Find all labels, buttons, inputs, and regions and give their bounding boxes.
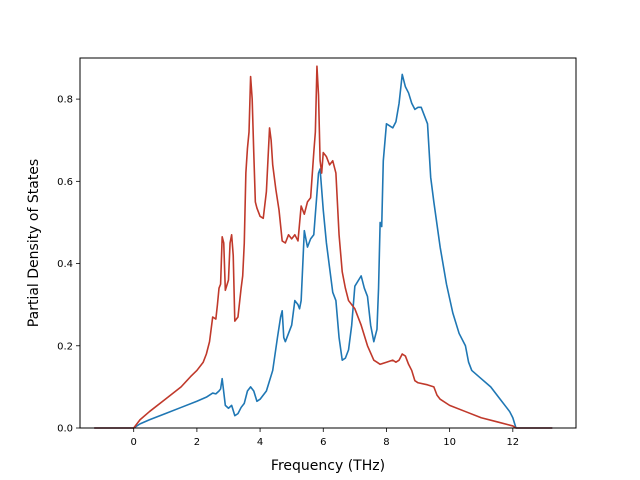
x-tick-label: 4 bbox=[257, 437, 263, 448]
x-tick-label: 12 bbox=[506, 437, 519, 448]
y-tick-label: 0.2 bbox=[57, 341, 73, 352]
plot-frame bbox=[79, 57, 577, 429]
y-axis-ticks: 0.0 0.2 0.4 0.6 0.8 bbox=[57, 95, 80, 435]
series-line-2 bbox=[94, 65, 553, 429]
y-tick-label: 0.6 bbox=[57, 177, 73, 188]
y-tick-label: 0.4 bbox=[57, 259, 73, 270]
x-tick-label: 6 bbox=[320, 437, 326, 448]
y-tick-label: 0.8 bbox=[57, 95, 73, 106]
x-tick-label: 0 bbox=[131, 437, 137, 448]
x-axis-label: Frequency (THz) bbox=[271, 458, 385, 474]
series-line-1 bbox=[94, 73, 553, 429]
x-tick-label: 2 bbox=[194, 437, 200, 448]
x-tick-label: 8 bbox=[383, 437, 389, 448]
x-tick-label: 10 bbox=[443, 437, 456, 448]
x-axis-ticks: 0 2 4 6 8 10 12 bbox=[131, 428, 519, 448]
series-layer bbox=[94, 65, 553, 429]
y-tick-label: 0.0 bbox=[57, 424, 73, 435]
y-axis-label: Partial Density of States bbox=[26, 159, 42, 327]
